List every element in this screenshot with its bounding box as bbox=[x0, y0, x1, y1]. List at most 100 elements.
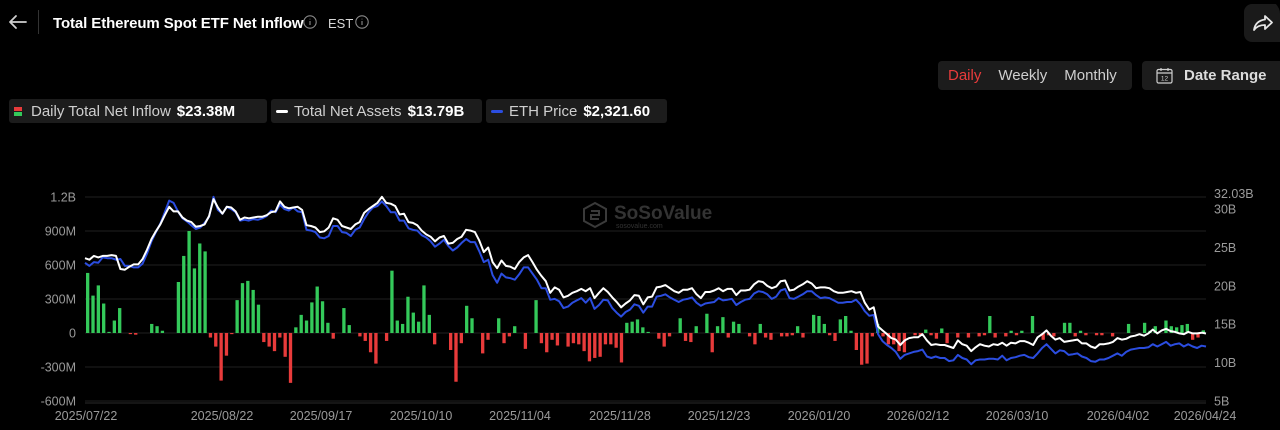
inflow-bar bbox=[422, 285, 426, 333]
inflow-bar bbox=[502, 333, 506, 344]
share-icon bbox=[1253, 15, 1273, 31]
inflow-bar bbox=[667, 333, 672, 337]
inflow-bar bbox=[801, 333, 805, 338]
inflow-bar bbox=[208, 333, 213, 338]
legend-net-assets[interactable]: Total Net Assets $13.79B bbox=[271, 99, 482, 123]
inflow-bar bbox=[246, 280, 250, 333]
net-assets-swatch bbox=[276, 109, 288, 113]
inflow-bar bbox=[539, 333, 544, 344]
inflow-bar bbox=[1191, 333, 1195, 340]
y-left-tick-label: 900M bbox=[45, 225, 76, 239]
inflow-bar bbox=[497, 318, 501, 333]
inflow-bar bbox=[683, 333, 688, 341]
inflow-bar bbox=[470, 318, 474, 333]
inflow-bar bbox=[288, 333, 293, 383]
inflow-bar bbox=[224, 333, 229, 356]
legend-net-inflow[interactable]: Daily Total Net Inflow $23.38M bbox=[9, 99, 267, 123]
y-right-tick-label: 25B bbox=[1214, 241, 1236, 255]
period-selector: Daily Weekly Monthly bbox=[938, 61, 1132, 90]
inflow-bar bbox=[134, 333, 138, 335]
inflow-bar bbox=[523, 333, 528, 349]
inflow-bar bbox=[710, 333, 714, 353]
tab-monthly[interactable]: Monthly bbox=[1064, 67, 1117, 84]
svg-text:12: 12 bbox=[1161, 76, 1169, 83]
back-arrow-icon[interactable] bbox=[6, 10, 30, 34]
inflow-bar bbox=[1078, 330, 1083, 333]
inflow-bar bbox=[929, 333, 933, 336]
inflow-bar bbox=[278, 333, 282, 338]
inflow-bar bbox=[635, 319, 640, 333]
inflow-bar bbox=[753, 333, 757, 345]
inflow-bar bbox=[358, 333, 362, 337]
inflow-bar bbox=[641, 327, 645, 333]
x-tick-label: 2025/08/22 bbox=[191, 409, 254, 423]
inflow-bar bbox=[715, 326, 720, 333]
inflow-bar bbox=[1073, 333, 1077, 337]
inflow-bar bbox=[603, 333, 608, 345]
inflow-bar bbox=[571, 333, 576, 344]
x-tick-label: 2025/11/04 bbox=[489, 409, 551, 423]
inflow-bar bbox=[416, 321, 421, 333]
inflow-bar bbox=[566, 333, 570, 347]
share-button[interactable] bbox=[1244, 4, 1280, 42]
y-left-tick-label: -300M bbox=[41, 361, 76, 375]
inflow-bar bbox=[982, 333, 987, 336]
tab-daily[interactable]: Daily bbox=[948, 67, 982, 84]
inflow-bar bbox=[315, 286, 319, 333]
inflow-bar bbox=[758, 323, 762, 333]
inflow-bar bbox=[1142, 322, 1147, 333]
legend-value: $13.79B bbox=[407, 102, 465, 120]
inflow-bar bbox=[342, 308, 346, 333]
inflow-bar bbox=[593, 333, 597, 358]
inflow-bar bbox=[817, 316, 821, 333]
inflow-bar bbox=[795, 326, 800, 333]
inflow-bar bbox=[1164, 320, 1168, 333]
inflow-bar bbox=[326, 322, 330, 333]
inflow-bar bbox=[400, 323, 405, 333]
watermark-logo-icon bbox=[583, 201, 607, 229]
inflow-bar bbox=[331, 333, 335, 339]
inflow-bar bbox=[406, 296, 410, 333]
tab-weekly[interactable]: Weekly bbox=[998, 67, 1048, 84]
inflow-bar bbox=[449, 333, 453, 350]
inflow-bar bbox=[769, 333, 773, 340]
inflow-bar bbox=[763, 333, 768, 338]
legend-eth-price[interactable]: ETH Price $2,321.60 bbox=[486, 99, 667, 123]
inflow-bar bbox=[320, 301, 325, 333]
inflow-bar bbox=[694, 326, 698, 333]
inflow-bar bbox=[1185, 323, 1189, 333]
header-divider bbox=[38, 10, 39, 34]
inflow-bar bbox=[545, 333, 549, 353]
inflow-bar bbox=[219, 333, 223, 381]
inflow-bar bbox=[294, 327, 298, 333]
inflow-bar bbox=[828, 333, 832, 336]
inflow-bar bbox=[432, 333, 437, 345]
inflow-bar bbox=[128, 333, 133, 335]
inflow-bar bbox=[96, 285, 100, 333]
inflow-bar bbox=[785, 333, 789, 337]
watermark-url: sosovalue.com bbox=[616, 223, 663, 230]
inflow-bar bbox=[657, 333, 661, 339]
inflow-bar bbox=[1094, 333, 1099, 336]
date-range-button[interactable]: 12 Date Range bbox=[1142, 61, 1280, 90]
x-tick-label: 2026/04/02 bbox=[1087, 409, 1150, 423]
x-tick-label: 2026/02/12 bbox=[887, 409, 950, 423]
eth-price-line bbox=[84, 195, 1207, 366]
y-right-tick-label: 32.03B bbox=[1214, 187, 1254, 201]
legend-value: $2,321.60 bbox=[583, 102, 651, 120]
y-right-tick-label: 10B bbox=[1214, 356, 1236, 370]
inflow-bar bbox=[262, 333, 266, 343]
inflow-bar bbox=[630, 321, 634, 333]
x-tick-label: 2026/03/10 bbox=[986, 409, 1049, 423]
inflow-bar bbox=[662, 333, 666, 347]
info-icon[interactable] bbox=[303, 15, 317, 29]
inflow-bar bbox=[924, 329, 928, 333]
timezone-info-icon[interactable] bbox=[355, 15, 369, 29]
x-tick-label: 2025/10/10 bbox=[390, 409, 453, 423]
x-tick-label: 2026/04/24 bbox=[1174, 409, 1237, 423]
inflow-bar bbox=[705, 313, 709, 333]
inflow-bar bbox=[427, 314, 431, 333]
inflow-bar bbox=[304, 320, 309, 333]
net-assets-line bbox=[84, 195, 1207, 353]
